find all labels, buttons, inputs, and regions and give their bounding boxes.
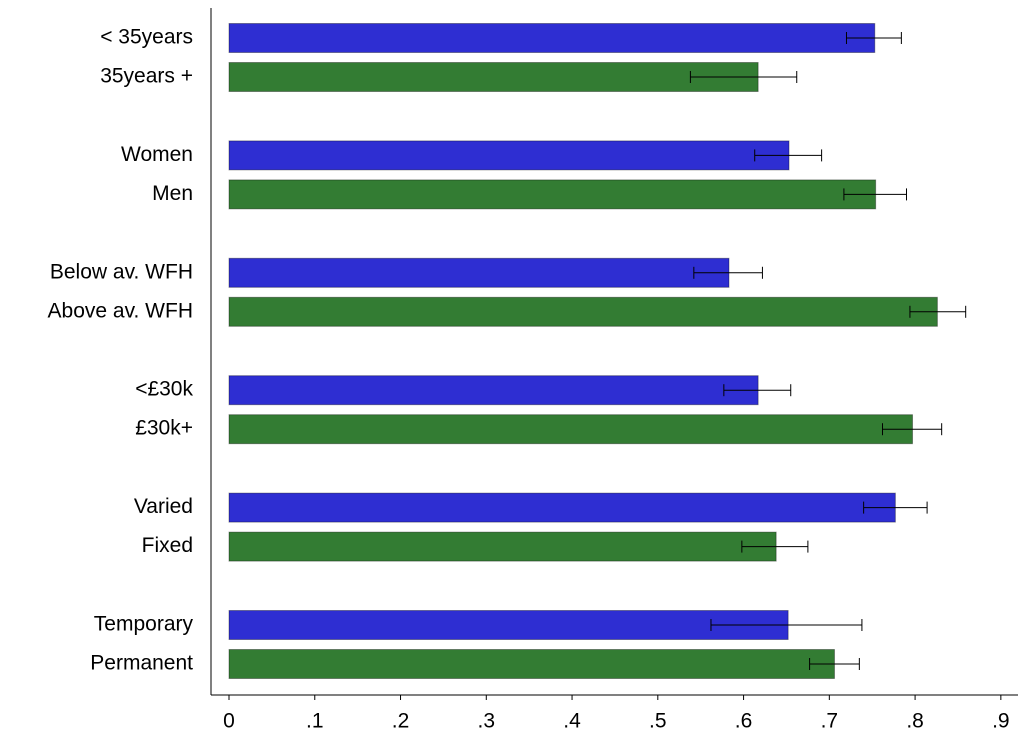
bar — [228, 492, 896, 523]
x-tick-label: .7 — [821, 710, 839, 733]
x-tick-label: .5 — [649, 710, 667, 733]
bar — [228, 179, 877, 210]
bar — [228, 140, 790, 171]
y-tick-label: Above av. WFH — [48, 299, 193, 322]
bar — [228, 296, 938, 327]
x-tick-label: .4 — [563, 710, 581, 733]
bar — [228, 649, 835, 679]
y-tick-label: <£30k — [135, 378, 193, 401]
bar — [228, 414, 914, 445]
y-tick-label: 35years + — [100, 65, 193, 88]
y-tick-label: Women — [121, 143, 193, 166]
bar — [228, 375, 759, 406]
y-tick-label: Temporary — [94, 613, 194, 636]
bar — [228, 257, 730, 288]
x-tick-label: 0 — [223, 710, 235, 733]
x-tick-label: .6 — [735, 710, 753, 733]
y-tick-label: Men — [152, 182, 193, 205]
y-tick-label: Fixed — [142, 534, 193, 557]
bar — [228, 23, 876, 53]
y-tick-label: Varied — [134, 495, 193, 518]
bar — [228, 531, 777, 562]
x-tick-label: .1 — [306, 710, 324, 733]
y-tick-label: Permanent — [90, 652, 193, 675]
y-tick-label: £30k+ — [135, 417, 193, 440]
x-tick-label: .2 — [392, 710, 410, 733]
y-tick-label: Below av. WFH — [50, 260, 193, 283]
bar — [228, 610, 789, 640]
x-tick-label: .8 — [906, 710, 924, 733]
y-tick-label: < 35years — [100, 26, 193, 49]
x-tick-label: .9 — [992, 710, 1010, 733]
x-tick-label: .3 — [478, 710, 496, 733]
bar — [228, 62, 759, 92]
